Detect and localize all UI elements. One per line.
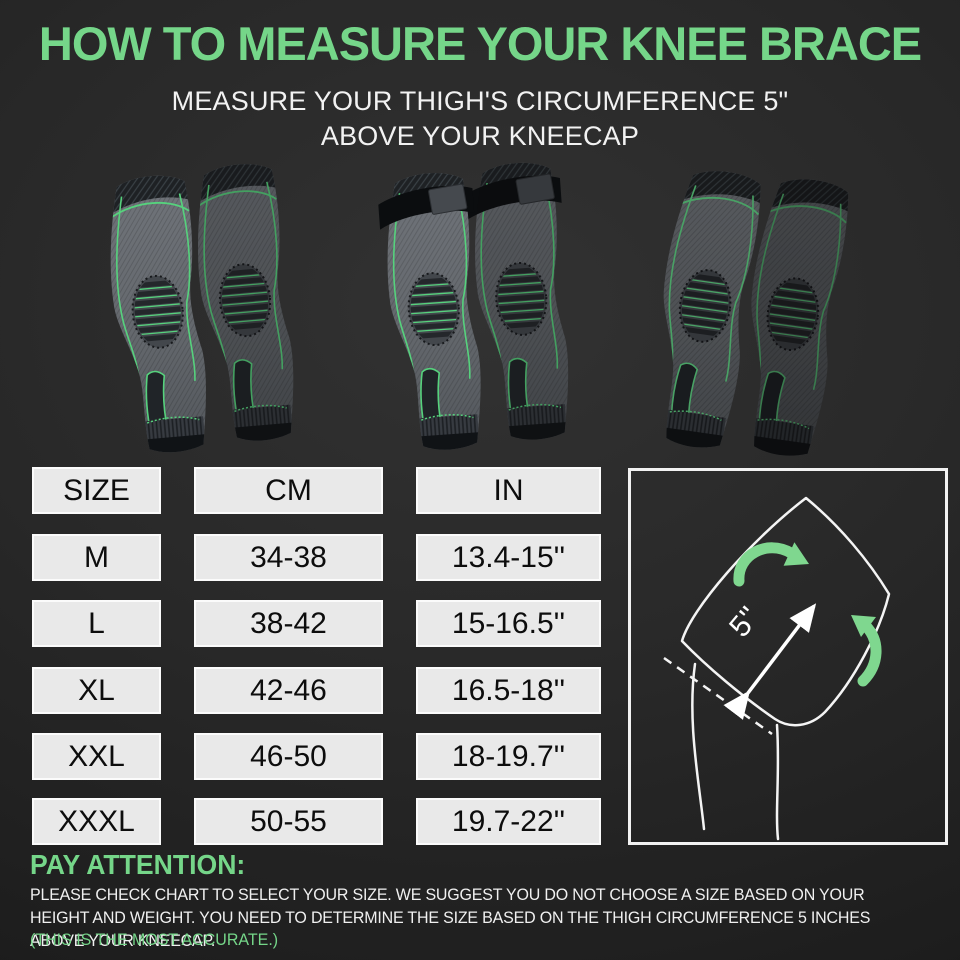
size-chart-row-xxxl-in: 19.7-22'' — [416, 798, 601, 845]
pay-attention-heading: PAY ATTENTION: — [30, 849, 246, 880]
size-chart-row-l-size: L — [32, 600, 161, 647]
subtitle-line2: ABOVE YOUR KNEECAP — [320, 121, 640, 151]
size-chart-row-xl-cm: 42-46 — [194, 667, 383, 714]
size-chart-row-xxl-in: 18-19.7'' — [416, 733, 601, 780]
pay-attention-note: (THIS IS THE MOST ACCURATE.) — [30, 931, 279, 949]
size-chart-row-xxl-cm: 46-50 — [194, 733, 383, 780]
size-chart-row-m-cm: 34-38 — [194, 534, 383, 581]
product-photo-sleeve-pair-angled — [642, 166, 854, 468]
product-photo-sleeve-pair-with-strap — [372, 160, 584, 462]
measure-arrow-icon — [723, 603, 817, 720]
measure-length-label: 5'' — [723, 601, 766, 644]
size-chart-row-m-in: 13.4-15'' — [416, 534, 601, 581]
knee-crease-dashed-line — [663, 656, 773, 736]
page-title: HOW TO MEASURE YOUR KNEE BRACE — [38, 17, 922, 70]
subtitle-line1: MEASURE YOUR THIGH'S CIRCUMFERENCE 5" — [171, 86, 789, 116]
size-chart-row-xl-in: 16.5-18'' — [416, 667, 601, 714]
product-photo-sleeve-pair — [96, 162, 308, 464]
size-chart-row-xxxl-cm: 50-55 — [194, 798, 383, 845]
leg-outline-icon — [680, 496, 891, 841]
size-chart-header-size: SIZE — [32, 467, 161, 514]
measuring-diagram-drawing: 5'' — [663, 496, 891, 841]
size-chart-row-xxxl-size: XXXL — [32, 798, 161, 845]
measuring-diagram: 5'' — [628, 468, 948, 845]
size-chart-row-l-in: 15-16.5'' — [416, 600, 601, 647]
pay-attention-body: PLEASE CHECK CHART TO SELECT YOUR SIZE. … — [30, 886, 871, 950]
size-chart-row-xxl-size: XXL — [32, 733, 161, 780]
size-chart-row-m-size: M — [32, 534, 161, 581]
size-chart-row-xl-size: XL — [32, 667, 161, 714]
rotation-arrow-side-icon — [851, 615, 882, 687]
size-chart-header-in: IN — [416, 467, 601, 514]
size-chart-row-l-cm: 38-42 — [194, 600, 383, 647]
rotation-arrow-top-icon — [733, 542, 809, 587]
subtitle: MEASURE YOUR THIGH'S CIRCUMFERENCE 5" AB… — [0, 84, 960, 154]
size-chart-header-cm: CM — [194, 467, 383, 514]
